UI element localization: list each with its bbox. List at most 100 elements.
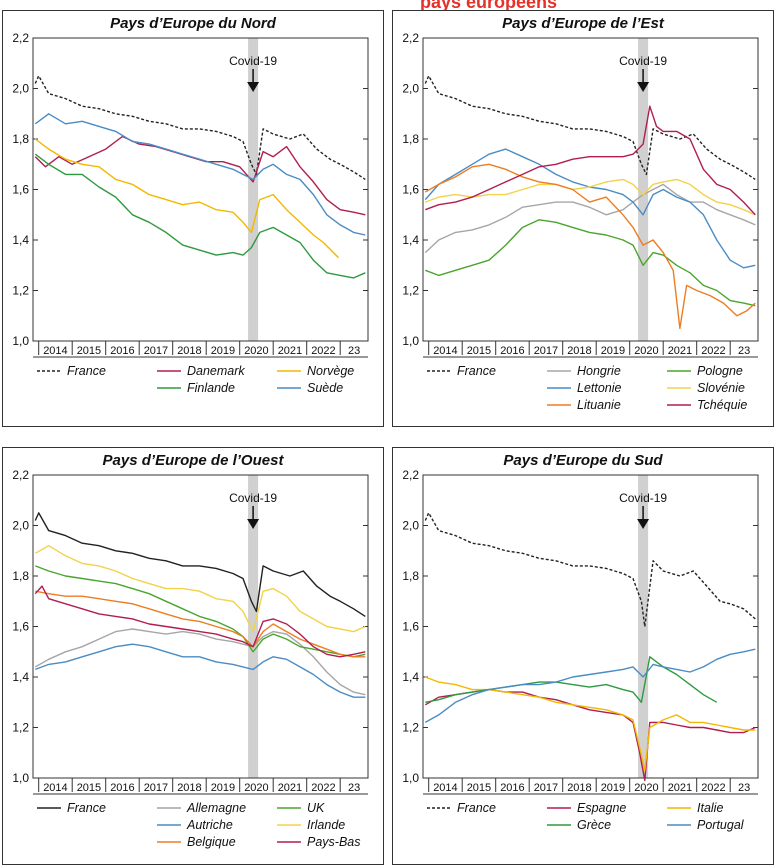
covid-band: [638, 475, 649, 778]
x-tick-label: 2019: [211, 782, 235, 794]
covid-label: Covid-19: [229, 491, 277, 505]
chart-east: 1,0 1,2 1,4 1,6 1,8 2,0 2,2 2014 2015 2016 2017 201…: [402, 31, 759, 412]
legend-label: Tchéquie: [697, 398, 747, 412]
series-line-suède: [34, 113, 366, 236]
y-tick-label: 1,4: [12, 670, 29, 684]
x-tick-label: 2022: [311, 345, 335, 357]
x-tick-label: 2019: [601, 782, 625, 794]
legend-label: Pays-Bas: [307, 835, 361, 849]
legend-label: Belgique: [187, 835, 236, 849]
covid-arrow-icon: [637, 82, 650, 92]
series-line-allemagne: [34, 628, 366, 696]
x-tick-label: 2016: [110, 782, 134, 794]
y-tick-label: 2,2: [12, 31, 29, 45]
panel-east: Pays d’Europe de l’Est 1,0 1,2 1,4 1,6 1,8 2,…: [392, 10, 774, 427]
x-tick-label: 2021: [278, 345, 302, 357]
legend-label: France: [67, 364, 106, 378]
x-tick-label: 23: [348, 345, 360, 357]
y-tick-label: 2,0: [402, 519, 419, 533]
x-tick-label: 2021: [668, 345, 692, 357]
x-tick-label: 23: [738, 782, 750, 794]
y-tick-label: 2,2: [402, 31, 419, 45]
legend-label: Espagne: [577, 801, 626, 815]
legend-label: Hongrie: [577, 364, 621, 378]
x-tick-label: 2018: [567, 345, 591, 357]
x-tick-label: 2019: [211, 345, 235, 357]
legend-label: France: [457, 364, 496, 378]
legend-label: Danemark: [187, 364, 245, 378]
y-tick-label: 1,8: [12, 569, 29, 583]
series-line-france: [34, 75, 366, 180]
x-tick-label: 2015: [467, 782, 491, 794]
series-line-grèce: [425, 656, 718, 703]
x-tick-label: 2018: [177, 782, 201, 794]
plot-frame: [422, 37, 759, 342]
panel-title: Pays d’Europe de l’Ouest: [102, 452, 284, 469]
series-line-france: [424, 512, 756, 628]
y-tick-label: 1,0: [402, 334, 419, 348]
x-tick-label: 2019: [601, 345, 625, 357]
y-tick-label: 1,8: [402, 569, 419, 583]
chart-west: 1,0 1,2 1,4 1,6 1,8 2,0 2,2 2014 2015 2016 2017 201…: [12, 468, 369, 849]
x-tick-label: 2014: [43, 345, 67, 357]
x-tick-label: 2016: [500, 345, 524, 357]
x-tick-label: 2017: [144, 345, 168, 357]
plot-frame: [422, 474, 759, 779]
panel-south: Pays d’Europe du Sud 1,0 1,2 1,4 1,6 1,8 2,0 2…: [392, 447, 774, 865]
panel-title: Pays d’Europe du Sud: [503, 452, 663, 469]
y-tick-label: 2,0: [12, 519, 29, 533]
y-tick-label: 1,6: [12, 183, 29, 197]
covid-band: [248, 475, 259, 778]
y-tick-label: 1,4: [402, 233, 419, 247]
legend-label: Italie: [697, 801, 723, 815]
x-tick-label: 2014: [43, 782, 67, 794]
series-line-belgique: [35, 590, 366, 658]
series-line-hongrie: [424, 183, 756, 254]
y-tick-label: 1,6: [402, 183, 419, 197]
x-tick-label: 2015: [77, 782, 101, 794]
series-line-lituanie: [424, 163, 756, 330]
series-line-france: [424, 75, 756, 180]
series-line-espagne: [424, 688, 756, 782]
x-tick-label: 23: [738, 345, 750, 357]
legend-label: Lettonie: [577, 381, 622, 395]
series-line-france: [34, 512, 366, 617]
legend-label: Suède: [307, 381, 343, 395]
x-tick-label: 2014: [433, 345, 457, 357]
y-tick-label: 1,0: [12, 334, 29, 348]
y-tick-label: 1,4: [402, 670, 419, 684]
legend-label: Pologne: [697, 364, 743, 378]
covid-band: [638, 38, 649, 341]
covid-arrow-icon: [247, 82, 260, 92]
covid-arrow-icon: [247, 519, 260, 529]
y-tick-label: 2,2: [12, 468, 29, 482]
legend-label: Autriche: [186, 818, 233, 832]
panel-title: Pays d’Europe du Nord: [110, 15, 276, 32]
y-tick-label: 1,2: [402, 284, 419, 298]
y-tick-label: 1,0: [12, 771, 29, 785]
legend-label: Finlande: [187, 381, 235, 395]
legend-label: Slovénie: [697, 381, 745, 395]
figure-title-fragment: pays européens: [420, 0, 558, 10]
series-line-portugal: [424, 648, 756, 724]
y-tick-label: 2,0: [402, 82, 419, 96]
series-line-norvège: [34, 138, 339, 259]
series-line-pays-bas: [34, 585, 366, 658]
legend-label: Irlande: [307, 818, 345, 832]
x-tick-label: 2022: [701, 345, 725, 357]
x-tick-label: 2016: [110, 345, 134, 357]
y-tick-label: 1,0: [402, 771, 419, 785]
covid-label: Covid-19: [619, 54, 667, 68]
x-tick-label: 2021: [278, 782, 302, 794]
y-tick-label: 1,8: [402, 132, 419, 146]
series-line-finlande: [34, 153, 366, 279]
y-tick-label: 1,6: [12, 620, 29, 634]
x-tick-label: 2018: [567, 782, 591, 794]
x-tick-label: 23: [348, 782, 360, 794]
x-tick-label: 2021: [668, 782, 692, 794]
y-tick-label: 1,4: [12, 233, 29, 247]
x-tick-label: 2020: [244, 782, 268, 794]
y-tick-label: 1,2: [12, 721, 29, 735]
x-tick-label: 2020: [244, 345, 268, 357]
legend-label: France: [457, 801, 496, 815]
